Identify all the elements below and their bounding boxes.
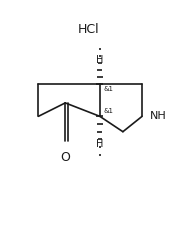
Text: HCl: HCl — [78, 23, 99, 36]
Text: O: O — [60, 151, 70, 164]
Text: H: H — [96, 139, 103, 149]
Text: NH: NH — [150, 111, 166, 121]
Text: &1: &1 — [104, 108, 114, 115]
Text: H: H — [96, 55, 103, 65]
Text: &1: &1 — [104, 86, 114, 92]
